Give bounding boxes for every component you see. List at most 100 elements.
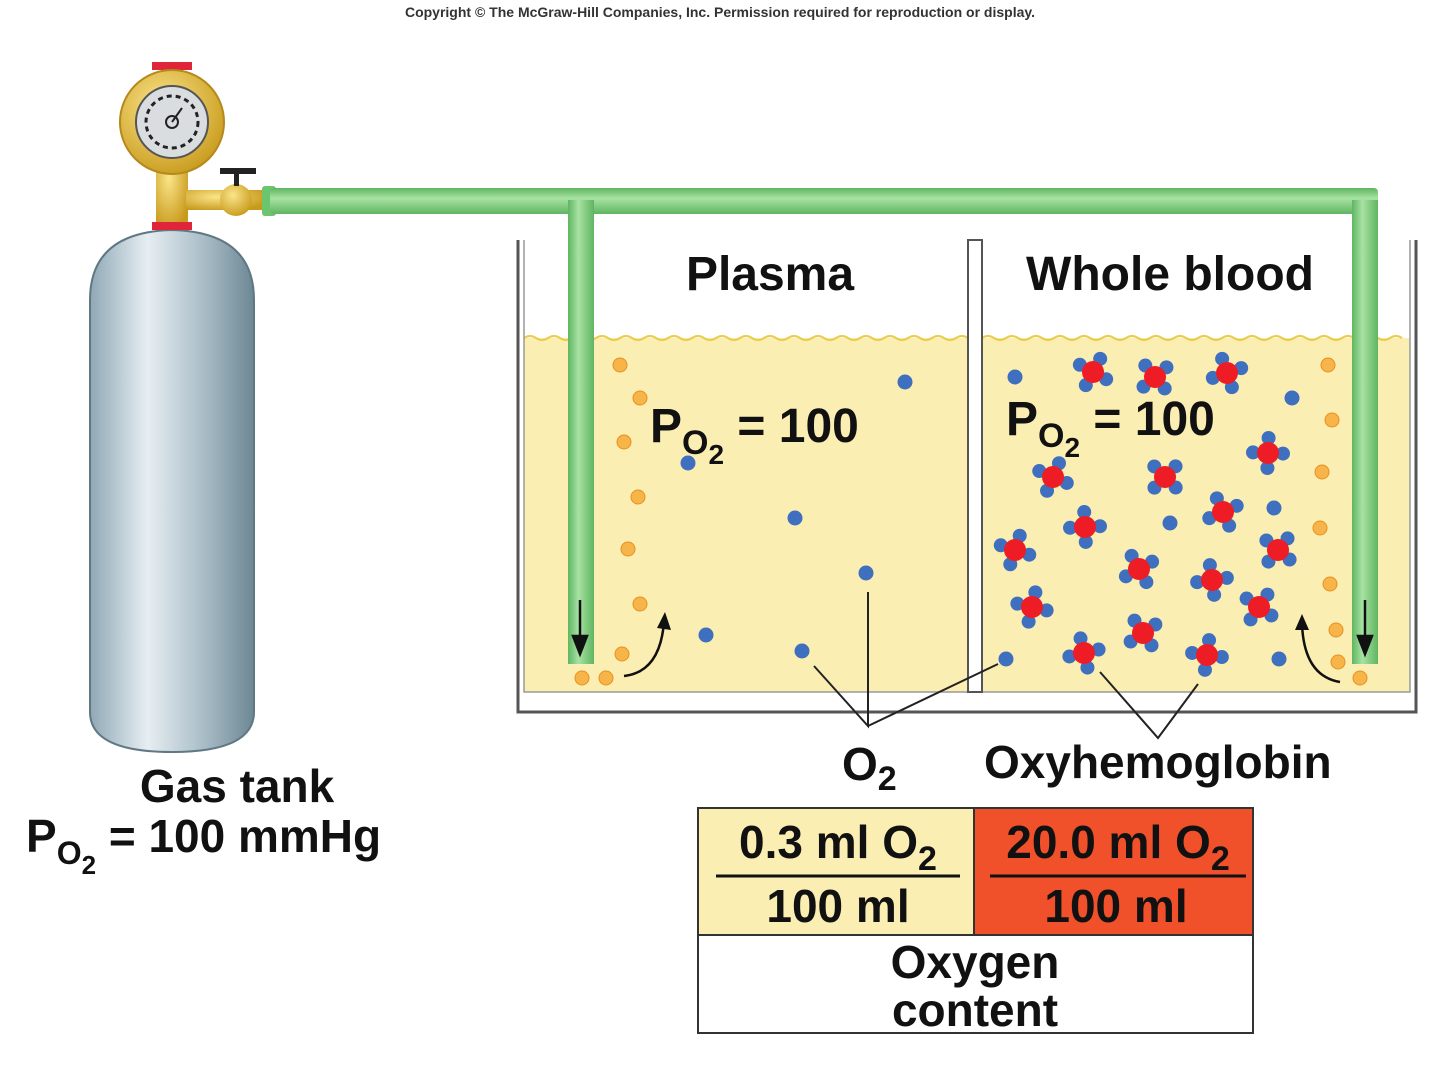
dissolved-oxygen-molecule [680, 455, 696, 471]
gas-bubble [1330, 654, 1346, 670]
gauge-needle [171, 107, 183, 123]
container-outline [516, 240, 1418, 714]
arrow-heads [657, 612, 1309, 630]
o2-label: O2 [842, 738, 897, 798]
oxyhemoglobin-oxygen [1202, 633, 1217, 648]
gas-tube-plasma [568, 200, 594, 664]
leader-lines [813, 592, 1199, 740]
oxyhemoglobin-heme [1074, 516, 1096, 538]
oxyhemoglobin-oxygen [1078, 534, 1093, 549]
oxyhemoglobin-oxygen [1185, 645, 1200, 660]
container-divider [967, 239, 983, 693]
gauge-dial-icon [144, 94, 200, 150]
dissolved-oxygen-molecule [1284, 390, 1300, 406]
gas-bubble [1322, 576, 1338, 592]
gas-bubble [632, 596, 648, 612]
gas-bubble [616, 434, 632, 450]
plasma-content-cell [697, 807, 975, 936]
oxyhemoglobin-oxygen [1202, 558, 1217, 573]
dissolved-oxygen-molecule [698, 627, 714, 643]
oxyhemoglobin-heme [1082, 361, 1104, 383]
gas-tank-label: Gas tank [140, 760, 335, 812]
oxyhemoglobin-oxygen [1021, 614, 1036, 629]
gauge-center [165, 115, 179, 129]
gas-bubble [620, 541, 636, 557]
copyright-notice: Copyright © The McGraw-Hill Companies, I… [405, 4, 1035, 20]
oxygen-content-table: 0.3 ml O2 100 ml 20.0 ml O2 100 ml Oxyge… [697, 807, 1254, 1036]
gas-bubble [1328, 622, 1344, 638]
oxyhemoglobin-oxygen [1219, 570, 1234, 585]
gas-bubble [612, 357, 628, 373]
oxyhemoglobin-oxygen [1207, 587, 1222, 602]
oxyhemoglobin-oxygen [1028, 585, 1043, 600]
gas-bubble [598, 670, 614, 686]
oxyhemoglobin-heme [1144, 366, 1166, 388]
oxyhemoglobin-oxygen [1190, 575, 1205, 590]
caption-cell [697, 934, 1254, 1034]
gauge-red-cap [152, 62, 192, 70]
bubble-arrow-icon [623, 621, 1341, 684]
blood-numerator: 20.0 ml O2 [1006, 816, 1229, 878]
oxyhemoglobin-oxygen [1077, 505, 1092, 520]
oxyhemoglobin-label: Oxyhemoglobin [984, 736, 1332, 788]
plasma-liquid [524, 338, 968, 692]
gas-tube-horizontal [270, 188, 1378, 214]
oxyhemoglobin-heme [1196, 644, 1218, 666]
gas-bubble [630, 489, 646, 505]
oxyhemoglobin-oxygen [1062, 649, 1077, 664]
liquid-surface [523, 335, 1403, 341]
valve-stem [234, 172, 239, 186]
oxyhemoglobin-oxygen [1063, 520, 1078, 535]
gas-bubble [614, 646, 630, 662]
oxyhemoglobin-heme [1004, 539, 1026, 561]
blood-denominator: 100 ml [1044, 880, 1187, 932]
oxyhemoglobin-oxygen [1214, 650, 1229, 665]
oxyhemoglobin-heme [1201, 569, 1223, 591]
oxyhemoglobin-oxygen [1197, 662, 1212, 677]
oxyhemoglobin-heme [1216, 362, 1238, 384]
valve-knob [220, 184, 252, 216]
oxyhemoglobin-heme [1021, 596, 1043, 618]
oxyhemoglobin-oxygen [1039, 603, 1054, 618]
whole-blood-po2: PO2 = 100 [1006, 393, 1215, 463]
dissolved-oxygen-molecule [897, 374, 913, 390]
tank-body [89, 228, 255, 754]
dissolved-oxygen-molecule [794, 643, 810, 659]
caption-line-1: Oxygen [891, 936, 1060, 988]
oxyhemoglobin-heme [1073, 642, 1095, 664]
whole-blood-title: Whole blood [1026, 248, 1314, 301]
dissolved-oxygen-molecule [998, 651, 1014, 667]
gas-bubble [632, 390, 648, 406]
oxyhemoglobin-oxygen [1010, 596, 1025, 611]
plasma-numerator: 0.3 ml O2 [739, 816, 937, 878]
dissolved-oxygen-molecule [1007, 369, 1023, 385]
oxyhemoglobin-heme [1154, 466, 1176, 488]
plasma-denominator: 100 ml [766, 880, 909, 932]
plasma-title: Plasma [686, 248, 854, 301]
oxyhemoglobin-heme [1042, 466, 1064, 488]
oxyhemoglobin-heme [1267, 539, 1289, 561]
oxyhemoglobin-oxygen [1080, 660, 1095, 675]
dissolved-oxygen-molecule [1266, 500, 1282, 516]
blood-content-cell [973, 807, 1254, 936]
oxyhemoglobin-oxygen [1073, 631, 1088, 646]
oxyhemoglobin-oxygen [1091, 642, 1106, 657]
oxyhemoglobin-oxygen [1260, 460, 1275, 475]
flow-arrow-icon [571, 600, 1374, 658]
gas-bubble [1314, 464, 1330, 480]
gas-bubble [574, 670, 590, 686]
oxyhemoglobin-oxygen [1092, 519, 1107, 534]
oxyhemoglobin-heme [1128, 558, 1150, 580]
dissolved-oxygen-molecule [787, 510, 803, 526]
dissolved-oxygen-molecule [1271, 651, 1287, 667]
oxyhemoglobin-heme [1257, 442, 1279, 464]
gas-tube-blood [1352, 200, 1378, 664]
valve-handle [220, 168, 256, 174]
oxyhemoglobin-oxygen [1246, 445, 1261, 460]
caption-line-2: content [892, 984, 1058, 1036]
plasma-po2: PO2 = 100 [650, 400, 859, 470]
dissolved-oxygen-molecule [858, 565, 874, 581]
oxyhemoglobin-heme [1248, 596, 1270, 618]
gas-bubble [1324, 412, 1340, 428]
